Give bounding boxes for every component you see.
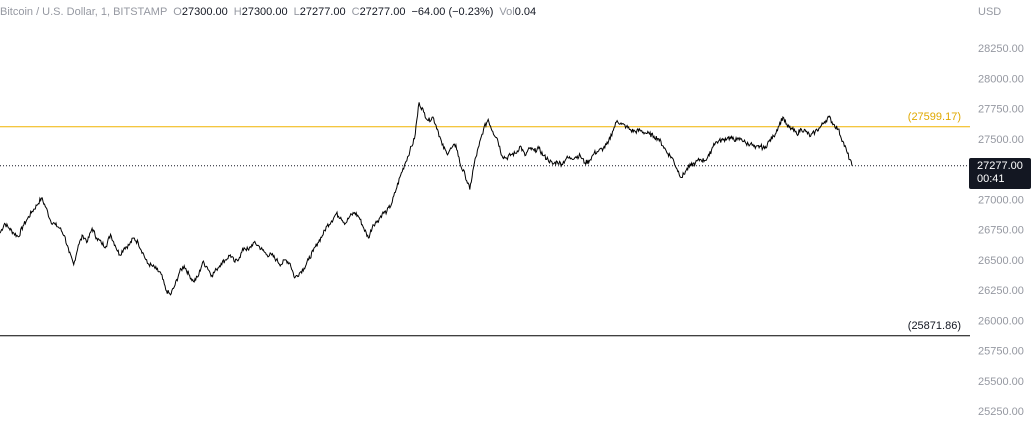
symbol-legend[interactable]: Bitcoin / U.S. Dollar, 1, BITSTAMP O27300…	[0, 6, 536, 18]
price-tick-label: 26000.00	[978, 315, 1024, 327]
price-tick-label: 27500.00	[978, 134, 1024, 146]
horizontal-lines-layer	[0, 127, 970, 336]
price-tick-label: 28250.00	[978, 43, 1024, 55]
volume-label: Vol	[499, 6, 514, 18]
close-value: 27277.00	[360, 6, 406, 18]
price-tick-label: 28000.00	[978, 73, 1024, 85]
open-label: O	[173, 6, 182, 18]
horizontal-line-label: (25871.86)	[908, 320, 961, 332]
last-price-tag: 27277.00 00:41	[969, 158, 1031, 189]
open-value: 27300.00	[182, 6, 228, 18]
low-value: 27277.00	[300, 6, 346, 18]
price-axis-ticks: 28250.0028000.0027750.0027500.0027250.00…	[978, 43, 1024, 418]
price-tick-label: 25500.00	[978, 376, 1024, 388]
symbol-name[interactable]: Bitcoin / U.S. Dollar, 1, BITSTAMP	[0, 6, 167, 18]
high-label: H	[234, 6, 242, 18]
close-label: C	[352, 6, 360, 18]
horizontal-line-labels: (27599.17) (25871.86)	[908, 111, 961, 332]
volume-value: 0.04	[515, 6, 536, 18]
price-tick-label: 25250.00	[978, 406, 1024, 418]
price-tick-label: 27000.00	[978, 194, 1024, 206]
last-price-value: 27277.00	[977, 160, 1031, 173]
price-tick-label: 25750.00	[978, 346, 1024, 358]
price-tick-label: 26500.00	[978, 255, 1024, 267]
currency-label[interactable]: USD	[978, 6, 1001, 18]
change-value: −64.00 (−0.23%)	[411, 6, 493, 18]
price-tick-label: 27750.00	[978, 104, 1024, 116]
high-value: 27300.00	[242, 6, 288, 18]
horizontal-line-label: (27599.17)	[908, 111, 961, 123]
bar-countdown: 00:41	[977, 173, 1031, 186]
price-tick-label: 26750.00	[978, 225, 1024, 237]
price-series-line	[0, 102, 852, 294]
price-series-layer	[0, 102, 852, 294]
price-tick-label: 26250.00	[978, 285, 1024, 297]
